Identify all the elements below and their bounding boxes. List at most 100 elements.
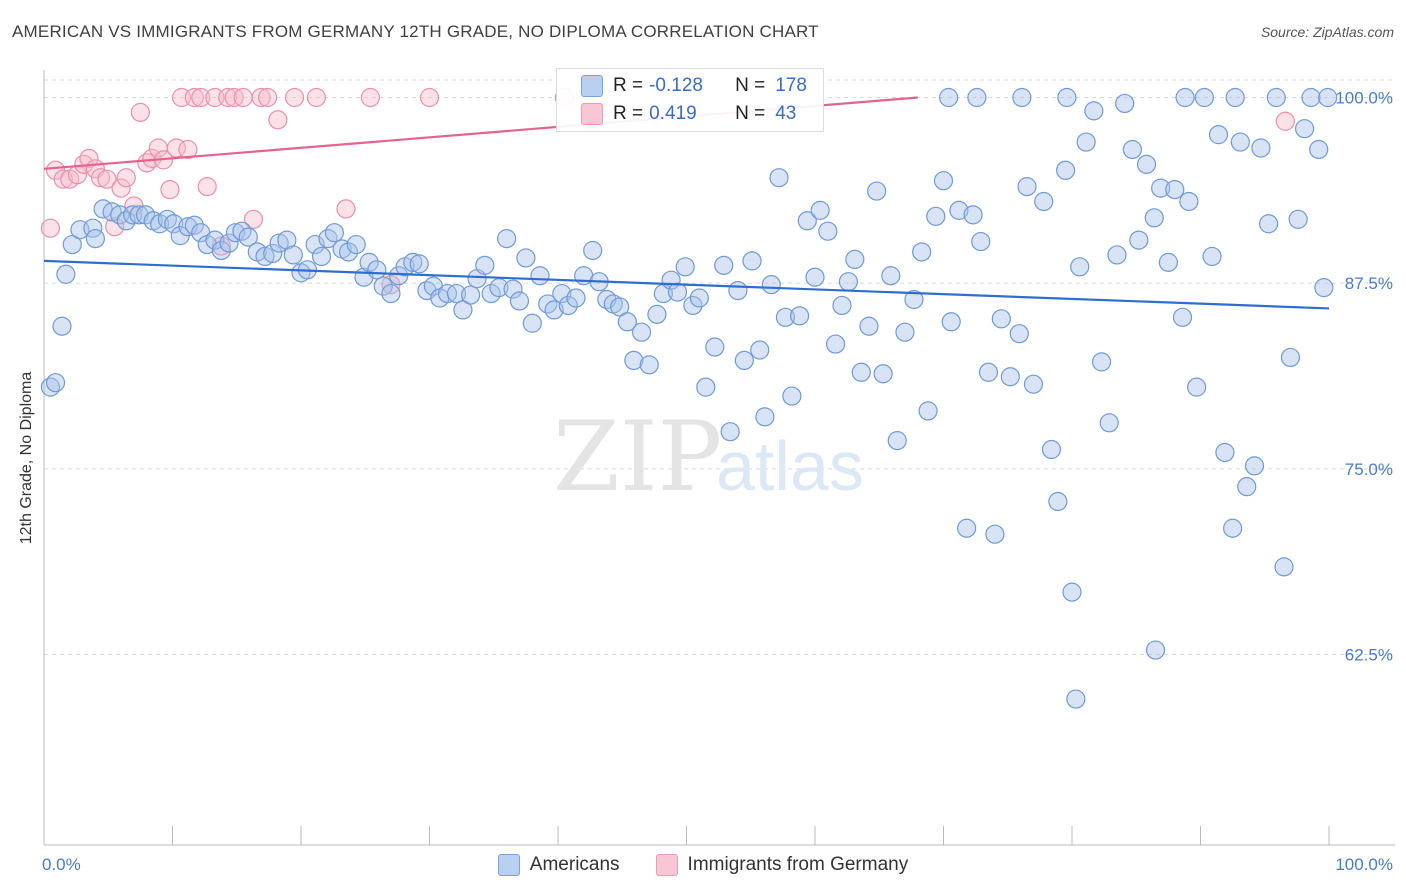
y-tick-label: 62.5% <box>1345 646 1393 665</box>
americans-point <box>818 221 838 241</box>
immigrants-swatch <box>655 854 678 876</box>
americans-point <box>1076 132 1096 152</box>
americans-point <box>497 229 517 249</box>
americans-point <box>1099 413 1119 433</box>
y-tick-labels: 62.5% 75.0% 87.5% 100.0% <box>1335 89 1393 665</box>
americans-point <box>714 255 734 275</box>
americans-point <box>1187 377 1207 397</box>
americans-point <box>1318 87 1338 108</box>
source-label: Source: ZipAtlas.com <box>1260 24 1394 40</box>
americans-point <box>1288 209 1308 229</box>
americans-point <box>617 312 637 332</box>
americans-point <box>509 291 530 311</box>
americans-point <box>373 276 393 296</box>
americans-point <box>566 288 586 308</box>
americans-point <box>225 223 246 243</box>
americans-point <box>1259 214 1279 234</box>
series-americans-points <box>40 87 1338 709</box>
americans-point <box>1041 439 1062 460</box>
americans-point <box>775 307 796 327</box>
x-tick-label: 100.0% <box>1335 855 1393 874</box>
immigrants-point <box>79 148 99 168</box>
americans-point <box>1223 518 1243 538</box>
americans-point <box>338 242 359 262</box>
y-tick-label: 100.0% <box>1335 89 1393 108</box>
americans-point <box>359 252 379 272</box>
americans-point <box>675 257 695 277</box>
americans-point <box>1244 456 1265 476</box>
legend-n-label: N = <box>735 103 766 124</box>
americans-point <box>346 234 366 255</box>
americans-point <box>887 431 907 451</box>
americans-point <box>918 401 938 421</box>
americans-point <box>720 422 740 442</box>
americans-point <box>522 313 542 333</box>
americans-point <box>1023 374 1044 394</box>
americans-point <box>1115 93 1135 114</box>
americans-point <box>782 386 802 406</box>
americans-point <box>475 255 495 275</box>
immigrants-point <box>360 87 380 108</box>
americans-point <box>1009 324 1029 344</box>
americans-trend-line <box>43 259 1330 310</box>
americans-point <box>1230 132 1250 152</box>
immigrants-point <box>218 87 238 108</box>
americans-point <box>102 202 122 222</box>
americans-point <box>949 200 969 220</box>
americans-point <box>967 87 987 108</box>
americans-point <box>238 227 258 247</box>
americans-point <box>742 251 762 271</box>
americans-point <box>1055 160 1076 180</box>
americans-point <box>367 260 387 280</box>
americans-point <box>867 181 887 201</box>
americans-point <box>797 211 817 231</box>
americans-point <box>957 518 977 538</box>
immigrants-point <box>284 87 305 108</box>
americans-point <box>1237 477 1257 497</box>
americans-point <box>1048 491 1068 512</box>
americans-point <box>85 229 106 249</box>
americans-point <box>1122 139 1142 160</box>
americans-point <box>461 285 481 305</box>
americans-point <box>129 205 149 225</box>
americans-point <box>1179 191 1199 212</box>
americans-point <box>832 295 852 316</box>
immigrants-point <box>105 217 125 237</box>
y-axis-label: 12th Grade, No Diploma <box>18 372 35 545</box>
americans-point <box>985 524 1005 544</box>
immigrants-point <box>251 87 271 108</box>
americans-point <box>939 87 959 108</box>
immigrants-point <box>40 218 61 238</box>
americans-swatch <box>497 854 520 876</box>
americans-point <box>1084 101 1104 121</box>
americans-point <box>544 300 564 320</box>
americans-point <box>728 280 748 301</box>
immigrants-point <box>419 87 440 108</box>
americans-point <box>755 407 775 427</box>
americans-point <box>1294 119 1315 139</box>
legend-n-label: N = <box>735 75 766 96</box>
immigrants-point <box>130 102 150 122</box>
americans-point <box>403 252 423 272</box>
americans-point <box>1145 640 1166 660</box>
americans-point <box>1280 347 1301 368</box>
americans-point <box>1301 87 1321 108</box>
americans-point <box>1172 307 1193 327</box>
legend-row-americans: R = -0.128 N = 178 <box>557 72 807 100</box>
immigrants-point <box>160 179 180 200</box>
americans-point <box>1314 278 1334 298</box>
americans-point <box>750 340 770 360</box>
americans-point <box>56 264 76 284</box>
y-tick-label: 75.0% <box>1345 460 1393 479</box>
americans-point <box>409 254 429 274</box>
americans-point <box>1066 689 1086 709</box>
americans-point <box>324 223 345 243</box>
americans-point <box>205 230 225 250</box>
americans-point <box>761 275 781 295</box>
immigrants-point <box>53 169 73 189</box>
americans-point <box>705 337 725 357</box>
series-immigrants-points <box>40 87 1295 295</box>
americans-point <box>991 309 1011 329</box>
americans-point <box>381 283 401 304</box>
